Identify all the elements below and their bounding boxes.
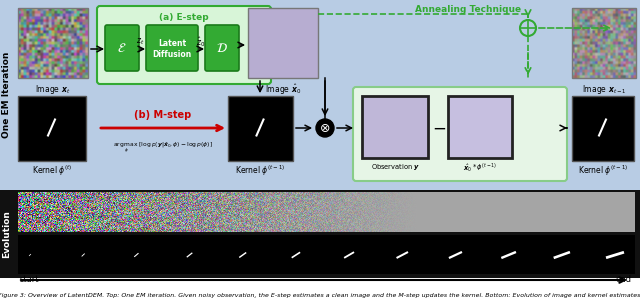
Text: Image $\boldsymbol{x}_t$: Image $\boldsymbol{x}_t$ xyxy=(35,83,70,96)
Bar xyxy=(572,96,634,161)
Text: $\underset{\phi}{\arg\max}\;[\log p(\boldsymbol{y}|\hat{\boldsymbol{x}}_0, \phi): $\underset{\phi}{\arg\max}\;[\log p(\bol… xyxy=(113,140,213,155)
FancyBboxPatch shape xyxy=(97,6,271,84)
Text: Figure 3: Overview of LatentDEM. Top: One EM iteration. Given noisy observation,: Figure 3: Overview of LatentDEM. Top: On… xyxy=(0,293,640,297)
FancyBboxPatch shape xyxy=(105,25,139,71)
Text: $\hat{z}_0$: $\hat{z}_0$ xyxy=(196,35,205,49)
Bar xyxy=(18,8,88,78)
Text: $\mathcal{E}$: $\mathcal{E}$ xyxy=(117,43,127,56)
Text: Annealing Technique: Annealing Technique xyxy=(415,5,521,14)
Text: (b) M-step: (b) M-step xyxy=(134,110,191,120)
Text: start: start xyxy=(20,275,40,284)
Text: Evolution: Evolution xyxy=(3,210,12,258)
Text: $\mathcal{D}$: $\mathcal{D}$ xyxy=(216,43,228,56)
Text: $z_t$: $z_t$ xyxy=(136,37,144,47)
FancyBboxPatch shape xyxy=(205,25,239,71)
Text: Kernel $\phi^{(t-1)}$: Kernel $\phi^{(t-1)}$ xyxy=(235,164,285,178)
Text: (a) E-step: (a) E-step xyxy=(159,13,209,22)
Text: Image $\boldsymbol{x}_{t-1}$: Image $\boldsymbol{x}_{t-1}$ xyxy=(582,83,627,96)
Text: Kernel $\phi^{(t-1)}$: Kernel $\phi^{(t-1)}$ xyxy=(578,164,628,178)
Text: $-$: $-$ xyxy=(432,119,446,137)
Bar xyxy=(362,96,428,158)
Text: Latent
Diffusion: Latent Diffusion xyxy=(152,39,191,59)
Text: $\hat{\boldsymbol{x}}_0 * \phi^{(t-1)}$: $\hat{\boldsymbol{x}}_0 * \phi^{(t-1)}$ xyxy=(463,162,497,174)
Bar xyxy=(18,96,86,161)
Bar xyxy=(448,96,512,158)
Bar xyxy=(0,0,640,190)
Text: Kernel $\phi^{(t)}$: Kernel $\phi^{(t)}$ xyxy=(32,164,72,178)
Bar xyxy=(0,190,640,278)
Text: end: end xyxy=(616,275,632,284)
FancyBboxPatch shape xyxy=(146,25,198,71)
Text: $\otimes$: $\otimes$ xyxy=(319,121,331,134)
Bar xyxy=(228,96,293,161)
Text: Observation $\boldsymbol{y}$: Observation $\boldsymbol{y}$ xyxy=(371,162,419,172)
Bar xyxy=(248,8,318,78)
FancyBboxPatch shape xyxy=(353,87,567,181)
Bar xyxy=(572,8,636,78)
Text: One EM Iteration: One EM Iteration xyxy=(3,52,12,138)
Text: Image $\hat{\boldsymbol{x}}_0$: Image $\hat{\boldsymbol{x}}_0$ xyxy=(265,83,301,98)
Bar xyxy=(0,278,640,302)
Circle shape xyxy=(316,119,334,137)
